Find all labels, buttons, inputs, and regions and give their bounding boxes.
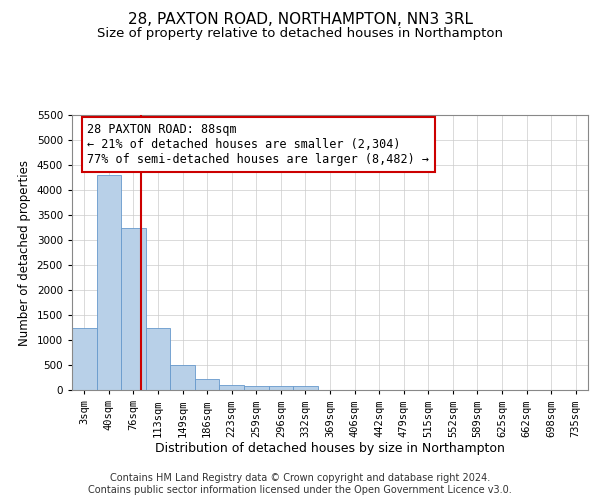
Bar (195, 379, 220, 390)
Text: 28 PAXTON ROAD: 88sqm
← 21% of detached houses are smaller (2,304)
77% of semi-d: 28 PAXTON ROAD: 88sqm ← 21% of detached … (88, 123, 430, 166)
Text: Size of property relative to detached houses in Northampton: Size of property relative to detached ho… (97, 28, 503, 40)
Bar (269, 386, 293, 390)
X-axis label: Distribution of detached houses by size in Northampton: Distribution of detached houses by size … (155, 442, 505, 455)
Bar (244, 386, 269, 390)
Text: Contains HM Land Registry data © Crown copyright and database right 2024.
Contai: Contains HM Land Registry data © Crown c… (88, 474, 512, 495)
Bar (146, 328, 170, 390)
Text: 28, PAXTON ROAD, NORTHAMPTON, NN3 3RL: 28, PAXTON ROAD, NORTHAMPTON, NN3 3RL (128, 12, 473, 28)
Bar (97, 175, 121, 390)
Y-axis label: Number of detached properties: Number of detached properties (18, 160, 31, 346)
Bar (220, 385, 244, 390)
Bar (121, 228, 146, 390)
Bar (72, 328, 97, 390)
Bar (293, 386, 318, 390)
Bar (170, 365, 195, 390)
